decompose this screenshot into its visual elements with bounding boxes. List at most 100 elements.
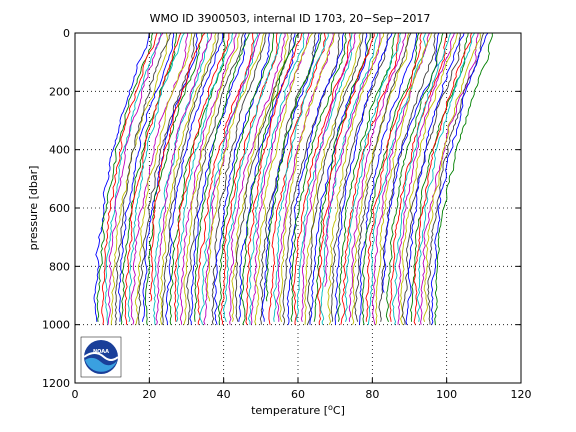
profile-line (206, 32, 265, 302)
profile-line (410, 32, 469, 322)
profile-line (173, 32, 230, 322)
profile-line (183, 32, 240, 325)
profile-line (279, 32, 336, 322)
profile-line (276, 32, 334, 322)
profile-line (296, 32, 353, 322)
profile-line (306, 32, 364, 325)
profile-line (107, 32, 164, 325)
profile-line (265, 32, 323, 302)
profile-line (300, 32, 356, 322)
plot-area (75, 33, 521, 383)
profile-line (189, 32, 247, 325)
y-tick-label: 600 (49, 202, 70, 215)
y-tick-label: 400 (49, 144, 70, 157)
x-tick-label: 40 (217, 388, 231, 401)
profile-line (304, 32, 361, 325)
profile-line (351, 32, 410, 325)
profile-line (137, 32, 196, 325)
profile-line (354, 32, 412, 322)
profile-line (153, 32, 209, 325)
profile-line (254, 32, 314, 325)
profile-line (134, 32, 193, 325)
profile-line (186, 32, 245, 325)
profile-line (165, 32, 224, 325)
profile-line (292, 32, 351, 325)
y-tick-label: 1200 (42, 377, 70, 390)
profile-line (344, 32, 402, 322)
profile-lines (93, 32, 493, 325)
profile-line (223, 32, 283, 322)
x-tick-label: 20 (142, 388, 156, 401)
noaa-logo-wave (85, 357, 117, 372)
profile-line (327, 32, 385, 325)
profile-line (241, 32, 300, 325)
profile-line (348, 32, 406, 322)
x-axis-label-prefix: temperature [ (251, 404, 328, 417)
profile-line (430, 32, 489, 325)
profile-line (104, 33, 162, 325)
profile-line (179, 32, 237, 325)
profile-line (389, 32, 448, 322)
profile-line (397, 32, 455, 325)
chart-title: WMO ID 3900503, internal ID 1703, 20−Sep… (150, 12, 431, 25)
x-axis-label-suffix: C] (333, 404, 345, 417)
profile-line (203, 32, 261, 325)
x-tick-label: 80 (365, 388, 379, 401)
profile-line (130, 32, 189, 325)
profile-line (155, 32, 212, 325)
profile-line (324, 32, 381, 287)
profile-line (149, 32, 206, 302)
profile-line (168, 32, 226, 325)
profile-line (320, 32, 379, 325)
profile-line (434, 32, 493, 325)
profile-line (340, 32, 399, 325)
profile-line (96, 32, 154, 322)
profile-line (273, 32, 329, 322)
profile-line (211, 32, 267, 325)
profile-line (405, 32, 465, 325)
profile-line (413, 32, 472, 325)
y-tick-label: 1000 (42, 319, 70, 332)
profile-line (124, 32, 182, 325)
profile-line (118, 32, 175, 322)
noaa-logo: NOAA (80, 336, 122, 378)
noaa-logo-bird (83, 352, 119, 361)
profile-line (234, 32, 293, 322)
y-tick-label: 0 (63, 27, 70, 40)
profile-line (261, 32, 320, 322)
profile-line (176, 32, 234, 322)
x-tick-label: 120 (511, 388, 532, 401)
profile-line (317, 32, 375, 325)
profile-line (290, 32, 347, 322)
profile-line (93, 32, 150, 322)
profile-line (416, 32, 475, 322)
profile-line (217, 32, 275, 325)
profile-line (245, 32, 303, 325)
profile-line (330, 32, 389, 322)
profile-line (337, 32, 396, 322)
x-axis-label: temperature [oC] (251, 403, 345, 417)
profile-line (400, 32, 459, 325)
profile-line (286, 32, 345, 325)
y-tick-label: 800 (49, 260, 70, 273)
profile-line (248, 32, 305, 325)
profile-line (391, 32, 452, 325)
profile-line (199, 32, 259, 325)
profile-line (101, 32, 158, 325)
profile-line (228, 32, 286, 325)
profile-line (250, 32, 310, 325)
profile-line (365, 32, 423, 322)
x-tick-label: 60 (291, 388, 305, 401)
profile-line (196, 32, 255, 325)
profile-line (375, 32, 432, 325)
profile-line (213, 32, 270, 325)
profile-line (385, 32, 444, 322)
x-axis-label-degree: o (328, 403, 333, 412)
noaa-logo-text: NOAA (93, 349, 109, 355)
profile-line (127, 32, 185, 322)
profile-line (423, 32, 481, 322)
profile-line (259, 32, 317, 325)
profile-line (334, 32, 393, 325)
